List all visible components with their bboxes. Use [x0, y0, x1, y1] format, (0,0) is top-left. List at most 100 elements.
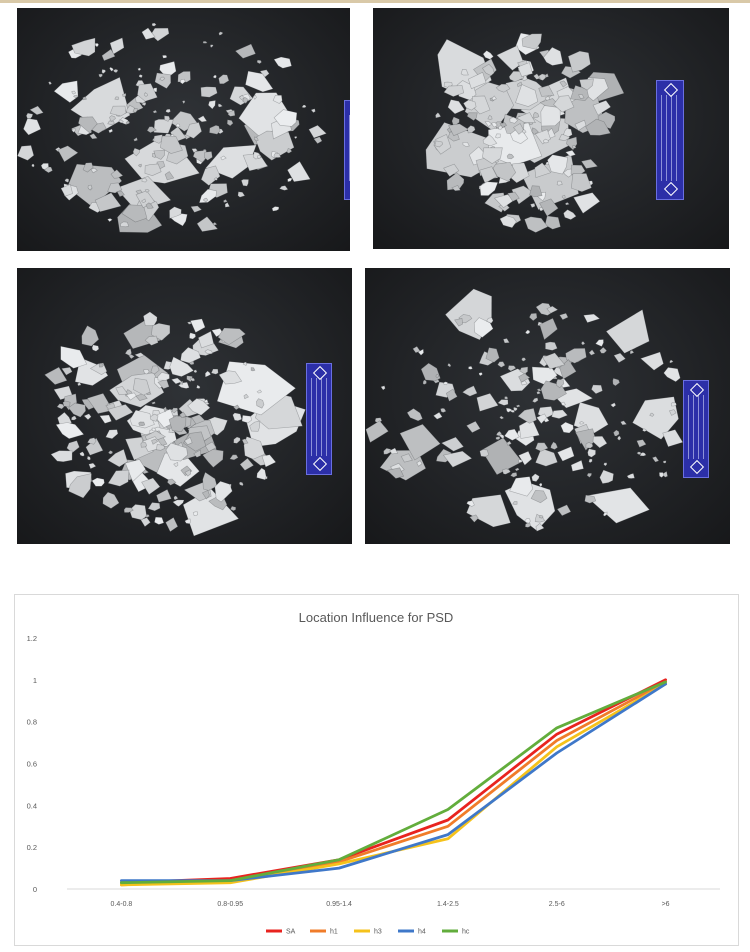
rock-fragment: [669, 359, 674, 364]
rock-fragment: [442, 450, 473, 468]
rock-fragment: [515, 404, 521, 408]
rock-fragment: [525, 329, 531, 335]
rock-fragment: [565, 149, 576, 157]
rock-fragment: [44, 366, 68, 385]
rock-fragment: [559, 80, 568, 88]
rock-fragment: [138, 421, 146, 427]
rock-fragment: [550, 441, 558, 450]
rock-fragment: [521, 128, 527, 134]
rock-fragment: [584, 494, 597, 504]
rock-fragment: [109, 66, 114, 72]
rock-fragment: [141, 102, 147, 107]
rock-fragment: [531, 366, 558, 386]
rock-fragment: [201, 489, 210, 500]
rock-fragment: [184, 518, 191, 525]
rock-fragment: [591, 384, 603, 395]
rock-fragment: [560, 401, 566, 407]
rock-fragment: [238, 481, 244, 487]
rock-fragment: [53, 80, 79, 103]
rock-fragment: [482, 50, 494, 60]
rock-fragment: [506, 153, 515, 160]
rock-fragment: [495, 133, 501, 139]
y-tick-label: 0.2: [27, 843, 37, 852]
rock-fragment: [210, 368, 219, 375]
rock-fragment: [592, 435, 608, 449]
rock-fragment: [218, 31, 223, 36]
x-tick-label: >6: [662, 901, 670, 908]
x-tick-label: 0.8-0.95: [217, 901, 243, 908]
rock-fragment: [533, 73, 541, 80]
rock-fragment: [184, 469, 192, 477]
rock-fragment: [662, 460, 667, 464]
rock-fragment: [560, 421, 574, 434]
rock-fragment: [109, 37, 125, 55]
rock-fragment: [171, 407, 179, 414]
rock-fragment: [71, 37, 96, 57]
rock-fragment: [261, 454, 277, 468]
rock-fragment: [172, 499, 185, 507]
rock-fragment: [77, 116, 98, 134]
rock-fragment: [232, 412, 243, 422]
rock-fragment: [169, 356, 195, 377]
rock-fragment: [88, 462, 97, 470]
y-tick-label: 0.8: [27, 718, 37, 727]
rock-fragment: [179, 411, 187, 418]
rock-fragment: [190, 377, 196, 382]
rock-fragment: [79, 451, 85, 457]
rock-fragment: [242, 97, 249, 104]
rock-fragment: [138, 163, 142, 168]
rock-fragment: [249, 420, 261, 432]
rock-fragment: [70, 128, 76, 133]
rock-fragment: [529, 185, 543, 198]
rock-fragment: [71, 415, 77, 421]
rock-fragment: [202, 471, 218, 491]
rock-fragment: [476, 393, 499, 412]
rock-fragment: [482, 134, 498, 147]
rock-fragment: [287, 177, 293, 183]
rock-fragment: [670, 402, 677, 407]
rock-fragment: [253, 136, 259, 142]
rock-fragment: [531, 397, 539, 403]
rock-fragment: [71, 90, 77, 95]
rock-fragment: [543, 46, 564, 66]
chart-title: Location Influence for PSD: [299, 610, 454, 625]
rock-fragment: [239, 457, 255, 471]
rock-fragment: [218, 74, 230, 85]
rock-fragment: [443, 381, 449, 386]
legend-label: SA: [286, 929, 296, 936]
rock-fragment: [200, 86, 218, 98]
rock-fragment: [256, 467, 267, 481]
rock-fragment: [301, 104, 307, 109]
rock-fragment: [524, 518, 531, 524]
rock-fragment: [512, 501, 518, 505]
rock-fragment: [663, 367, 681, 383]
rock-fragment: [125, 121, 131, 125]
rock-fragment: [62, 400, 71, 407]
rock-fragment: [605, 309, 650, 354]
rock-fragment: [240, 179, 249, 187]
rock-fragment: [518, 373, 531, 383]
rock-fragment: [293, 135, 298, 140]
rock-fragment: [521, 33, 543, 50]
rock-fragment: [211, 328, 224, 338]
rock-fragment: [66, 440, 80, 454]
rock-fragment: [153, 149, 165, 160]
rock-fragment: [399, 423, 441, 461]
rock-fragment: [510, 472, 518, 478]
rock-fragment: [501, 468, 511, 475]
x-tick-label: 2.5-6: [549, 901, 565, 908]
rock-fragment: [77, 381, 82, 387]
legend-label: hc: [462, 929, 470, 936]
rock-fragment: [154, 516, 165, 525]
rock-fragment: [572, 145, 577, 149]
rock-fragment: [433, 411, 443, 420]
rock-fragment: [514, 467, 520, 472]
rock-fragment: [145, 202, 154, 209]
rock-fragment: [155, 444, 166, 451]
rock-fragment: [223, 199, 228, 203]
y-tick-label: 0.4: [27, 801, 37, 810]
rock-fragment: [557, 446, 575, 462]
rock-fragment: [273, 56, 292, 69]
rock-fragment: [61, 366, 73, 376]
rock-fragment: [499, 122, 508, 129]
